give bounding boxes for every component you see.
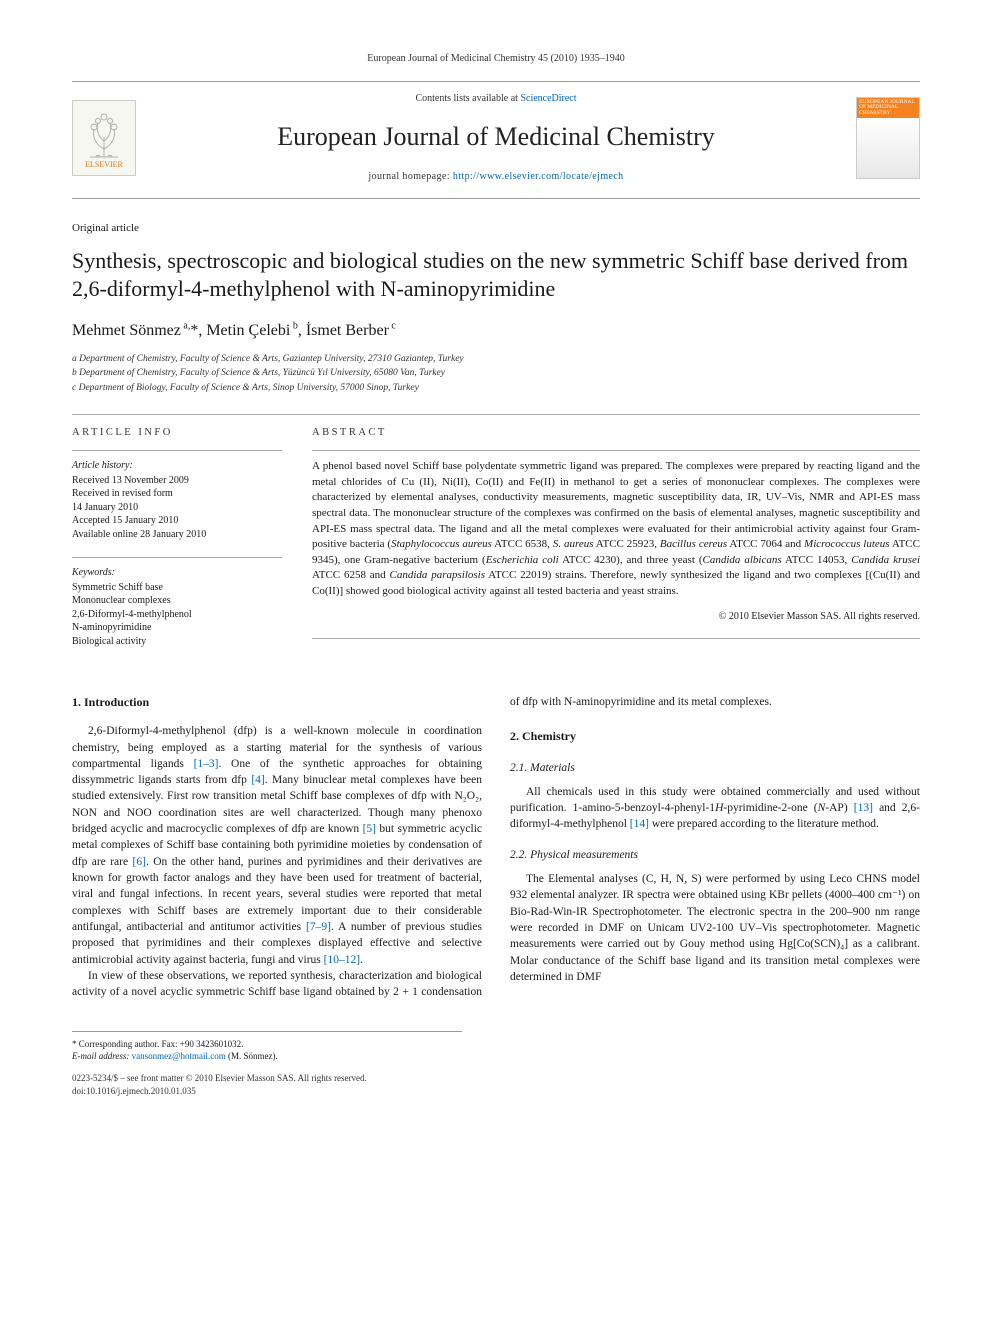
abstract-label: ABSTRACT xyxy=(312,425,920,440)
subsection-heading: 2.1. Materials xyxy=(510,760,920,776)
keyword: Mononuclear complexes xyxy=(72,594,282,608)
corresponding-author: * Corresponding author. Fax: +90 3423601… xyxy=(72,1031,462,1062)
keywords-head: Keywords: xyxy=(72,566,282,580)
rule xyxy=(312,450,920,451)
keyword: Symmetric Schiff base xyxy=(72,581,282,595)
keyword: N-aminopyrimidine xyxy=(72,621,282,635)
abstract-copyright: © 2010 Elsevier Masson SAS. All rights r… xyxy=(312,610,920,625)
paragraph: All chemicals used in this study were ob… xyxy=(510,784,920,833)
corr-line: * Corresponding author. Fax: +90 3423601… xyxy=(72,1038,462,1050)
elsevier-tree-icon xyxy=(82,109,126,159)
homepage-line: journal homepage: http://www.elsevier.co… xyxy=(152,170,840,185)
journal-cover-thumb: EUROPEAN JOURNAL OF MEDICINAL CHEMISTRY xyxy=(856,97,920,179)
article-info-col: ARTICLE INFO Article history: Received 1… xyxy=(72,415,282,664)
publisher-logo: ELSEVIER xyxy=(72,100,136,176)
subsection-heading: 2.2. Physical measurements xyxy=(510,847,920,863)
section-heading: 1. Introduction xyxy=(72,694,482,711)
cover-body xyxy=(857,118,919,178)
contents-prefix: Contents lists available at xyxy=(415,93,520,104)
history-line: Accepted 15 January 2010 xyxy=(72,514,282,528)
running-head: European Journal of Medicinal Chemistry … xyxy=(72,52,920,67)
masthead-center: Contents lists available at ScienceDirec… xyxy=(152,92,840,185)
rule xyxy=(72,450,282,451)
publisher-name: ELSEVIER xyxy=(85,159,123,171)
affiliation: c Department of Biology, Faculty of Scie… xyxy=(72,382,920,396)
abstract-text: A phenol based novel Schiff base polyden… xyxy=(312,459,920,599)
footer-line: doi:10.1016/j.ejmech.2010.01.035 xyxy=(72,1085,920,1098)
article-type: Original article xyxy=(72,221,920,237)
history-line: 14 January 2010 xyxy=(72,501,282,515)
article-history: Article history: Received 13 November 20… xyxy=(72,459,282,541)
article-info-label: ARTICLE INFO xyxy=(72,425,282,440)
email-suffix: (M. Sönmez). xyxy=(226,1051,278,1061)
email-link[interactable]: vansonmez@hotmail.com xyxy=(132,1051,226,1061)
rule xyxy=(72,557,282,558)
homepage-prefix: journal homepage: xyxy=(368,171,452,182)
keyword: 2,6-Diformyl-4-methylphenol xyxy=(72,608,282,622)
footer-line: 0223-5234/$ – see front matter © 2010 El… xyxy=(72,1072,920,1085)
section-heading: 2. Chemistry xyxy=(510,728,920,745)
affiliation: a Department of Chemistry, Faculty of Sc… xyxy=(72,353,920,367)
history-line: Received 13 November 2009 xyxy=(72,474,282,488)
article-title: Synthesis, spectroscopic and biological … xyxy=(72,247,920,303)
body-text: 1. Introduction 2,6-Diformyl-4-methylphe… xyxy=(72,694,920,1001)
corr-email-line: E-mail address: vansonmez@hotmail.com (M… xyxy=(72,1050,462,1062)
contents-line: Contents lists available at ScienceDirec… xyxy=(152,92,840,107)
authors: Mehmet Sönmez a,*, Metin Çelebi b, İsmet… xyxy=(72,319,920,342)
history-line: Received in revised form xyxy=(72,487,282,501)
abstract-col: ABSTRACT A phenol based novel Schiff bas… xyxy=(312,415,920,664)
cover-caption: EUROPEAN JOURNAL OF MEDICINAL CHEMISTRY xyxy=(857,98,919,119)
journal-name: European Journal of Medicinal Chemistry xyxy=(152,118,840,156)
masthead: ELSEVIER Contents lists available at Sci… xyxy=(72,81,920,200)
history-head: Article history: xyxy=(72,459,282,473)
paragraph: 2,6-Diformyl-4-methylphenol (dfp) is a w… xyxy=(72,723,482,968)
homepage-link[interactable]: http://www.elsevier.com/locate/ejmech xyxy=(453,171,624,182)
affiliations: a Department of Chemistry, Faculty of Sc… xyxy=(72,353,920,396)
page: European Journal of Medicinal Chemistry … xyxy=(0,0,992,1138)
info-abstract-row: ARTICLE INFO Article history: Received 1… xyxy=(72,415,920,664)
rule xyxy=(312,638,920,639)
footer: 0223-5234/$ – see front matter © 2010 El… xyxy=(72,1072,920,1098)
keyword: Biological activity xyxy=(72,635,282,649)
keywords-block: Keywords: Symmetric Schiff base Mononucl… xyxy=(72,566,282,648)
sciencedirect-link[interactable]: ScienceDirect xyxy=(520,93,576,104)
affiliation: b Department of Chemistry, Faculty of Sc… xyxy=(72,367,920,381)
history-line: Available online 28 January 2010 xyxy=(72,528,282,542)
email-label: E-mail address: xyxy=(72,1051,132,1061)
paragraph: The Elemental analyses (C, H, N, S) were… xyxy=(510,871,920,985)
